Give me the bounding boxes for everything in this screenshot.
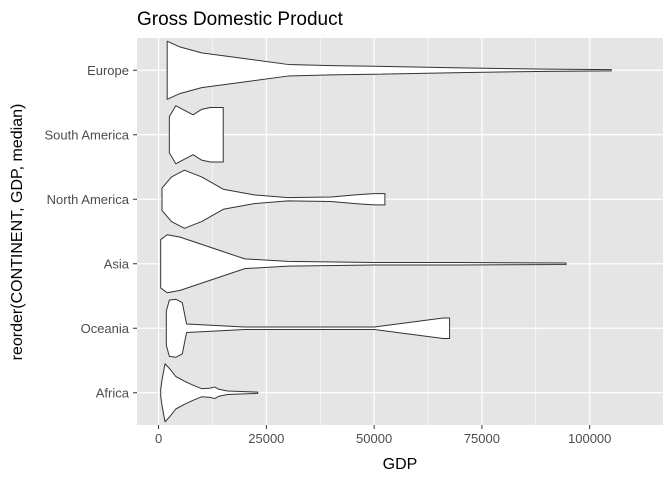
violin-oceania [165, 298, 451, 358]
chart-title: Gross Domestic Product [137, 9, 344, 30]
y-axis-title: reorder(CONTINENT, GDP, median) [9, 104, 26, 361]
x-tick-label: 100000 [568, 431, 611, 446]
y-axis: Africa Oceania Asia North America South Amer… [44, 63, 137, 400]
violin-europe [166, 40, 612, 100]
y-tick-label: Africa [96, 385, 130, 400]
violin-asia [160, 234, 567, 294]
y-tick-label: Europe [87, 63, 129, 78]
violin-south-america [168, 105, 224, 165]
x-tick-label: 0 [155, 431, 162, 446]
plot-panel [137, 38, 663, 425]
violin-north-america [161, 169, 386, 229]
y-tick-label: North America [47, 192, 130, 207]
x-axis: 0 25000 50000 75000 100000 [155, 425, 611, 446]
x-tick-label: 25000 [248, 431, 284, 446]
y-tick-label: Oceania [81, 321, 130, 336]
y-tick-label: South America [44, 127, 129, 142]
x-tick-label: 75000 [464, 431, 500, 446]
violins [160, 40, 612, 423]
x-axis-title: GDP [383, 456, 418, 473]
x-tick-label: 50000 [356, 431, 392, 446]
violin-africa [160, 363, 259, 423]
y-tick-label: Asia [104, 256, 130, 271]
